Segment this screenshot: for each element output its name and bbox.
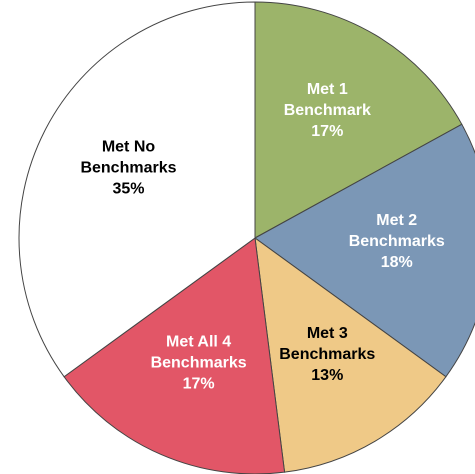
slice-label: Met All 4 Benchmarks	[151, 333, 247, 371]
slice-label-line: Met No	[102, 139, 156, 156]
value-label: 35%	[112, 181, 144, 198]
slice-label: Met 1 Benchmark	[284, 81, 371, 119]
slice-label-line: Benchmarks	[151, 354, 247, 371]
slice-label-line: Met 3	[307, 325, 348, 342]
slice-label: Met 3 Benchmarks	[279, 325, 375, 363]
slice-label-line: Benchmarks	[349, 233, 445, 250]
slice-label-line: Benchmarks	[80, 160, 176, 177]
slice-label-line: Benchmarks	[279, 346, 375, 363]
slice-label-line: Benchmark	[284, 102, 371, 119]
slice-label-line: Met 2	[376, 212, 417, 229]
pie-slice	[254, 236, 447, 473]
pie-slice	[254, 1, 463, 239]
pie-slice	[254, 123, 475, 378]
value-label: 17%	[311, 123, 343, 140]
value-label: 13%	[311, 367, 343, 384]
value-label: 18%	[381, 254, 413, 271]
slice-label: Met 2 Benchmarks	[349, 212, 445, 250]
slice-label-line: Met All 4	[166, 333, 231, 350]
slice-label-line: Met 1	[307, 81, 348, 98]
value-label: 17%	[183, 375, 215, 392]
pie-slice	[18, 1, 256, 378]
slice-label: Met No Benchmarks	[80, 139, 176, 177]
